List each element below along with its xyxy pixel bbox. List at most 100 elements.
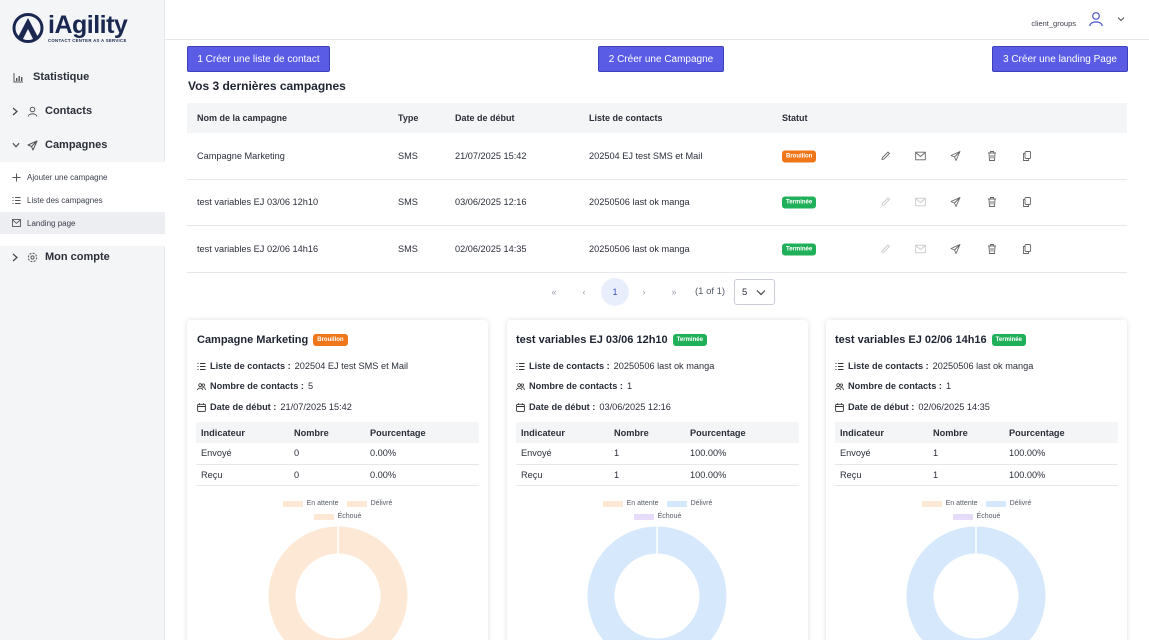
indicator-count: 0 xyxy=(294,469,300,480)
create-landing-page-button[interactable]: 3 Créer une landing Page xyxy=(992,46,1128,72)
campaign-contact-list: 20250506 last ok manga xyxy=(589,197,690,208)
legend-item[interactable]: En attente xyxy=(602,500,659,507)
legend-item[interactable]: Délivré xyxy=(666,500,713,507)
status-badge: Brouillon xyxy=(313,334,348,346)
create-contact-list-button[interactable]: 1 Créer une liste de contact xyxy=(187,46,330,72)
edit-icon xyxy=(880,197,891,208)
duplicate-icon[interactable] xyxy=(1021,150,1032,161)
table-row: test variables EJ 02/06 14h16 SMS 02/06/… xyxy=(187,226,1127,273)
send-icon[interactable] xyxy=(950,243,961,254)
legend-item[interactable]: Échoué xyxy=(952,513,1000,520)
legend-label: Échoué xyxy=(657,513,682,520)
campagnes-submenu: Ajouter une campagne Liste des campagnes… xyxy=(0,162,165,246)
section-title: Vos 3 dernières campagnes xyxy=(188,79,346,93)
meta-label: Date de début : xyxy=(848,402,915,412)
sidebar-item-contacts[interactable]: Contacts xyxy=(0,104,165,118)
sidebar-item-label: Campagnes xyxy=(45,139,108,151)
logo-mark-icon xyxy=(12,13,44,43)
calendar-icon xyxy=(835,402,844,412)
legend-item[interactable]: Échoué xyxy=(633,513,682,520)
indicator-percent: 0.00% xyxy=(370,469,397,480)
donut-chart xyxy=(587,526,727,640)
meta-label: Nombre de contacts : xyxy=(529,381,623,391)
sidebar-subitem-liste-campagnes[interactable]: Liste des campagnes xyxy=(0,189,165,211)
donut-chart xyxy=(268,526,408,640)
send-icon[interactable] xyxy=(950,197,961,208)
indicator-label: Reçu xyxy=(840,469,862,480)
prev-page-button[interactable]: ‹ xyxy=(582,287,586,297)
legend-item[interactable]: Échoué xyxy=(313,513,362,520)
first-page-button[interactable]: « xyxy=(551,287,557,297)
sidebar-subitem-ajouter-campagne[interactable]: Ajouter une campagne xyxy=(0,166,165,188)
indicator-label: Envoyé xyxy=(840,448,871,459)
legend-label: Échoué xyxy=(337,513,362,520)
campaign-type: SMS xyxy=(398,150,418,161)
user-avatar-icon[interactable] xyxy=(1088,11,1104,27)
next-page-button[interactable]: › xyxy=(642,287,646,297)
legend-item[interactable]: En attente xyxy=(921,500,978,507)
duplicate-icon[interactable] xyxy=(1021,197,1032,208)
list-icon xyxy=(835,362,844,371)
gear-icon xyxy=(26,251,38,263)
meta-label: Liste de contacts : xyxy=(848,361,929,371)
page-size-value: 5 xyxy=(742,286,748,298)
legend-item[interactable]: En attente xyxy=(282,500,339,507)
sidebar-item-statistique[interactable]: Statistique xyxy=(0,70,165,84)
sidebar-item-campagnes[interactable]: Campagnes xyxy=(0,138,165,152)
sidebar-subitem-landing-page[interactable]: Landing page xyxy=(0,212,165,234)
table-row: Reçu 0 0.00% xyxy=(196,465,479,486)
trash-icon[interactable] xyxy=(986,243,997,254)
column-header: Liste de contacts xyxy=(589,113,663,123)
trash-icon[interactable] xyxy=(986,150,997,161)
trash-icon[interactable] xyxy=(986,197,997,208)
meta-label: Liste de contacts : xyxy=(210,361,291,371)
legend-label: Délivré xyxy=(690,500,713,507)
meta-value: 02/06/2025 14:35 xyxy=(918,402,990,412)
user-icon xyxy=(26,105,38,117)
meta-label: Nombre de contacts : xyxy=(210,381,304,391)
users-icon xyxy=(197,382,206,391)
table-row: Reçu 1 100.00% xyxy=(516,465,799,486)
campaign-date: 21/07/2025 15:42 xyxy=(455,150,527,161)
meta-value: 1 xyxy=(945,381,952,391)
legend-swatch xyxy=(313,513,334,520)
campaign-type: SMS xyxy=(398,243,418,254)
legend-swatch xyxy=(952,513,973,520)
donut-ring xyxy=(587,526,727,640)
last-page-button[interactable]: » xyxy=(671,287,677,297)
card-title: test variables EJ 03/06 12h10 xyxy=(516,334,668,346)
sidebar-item-mon-compte[interactable]: Mon compte xyxy=(0,250,165,264)
campaign-card: Campagne Marketing Brouillon Liste de co… xyxy=(187,320,488,640)
legend-item[interactable]: Délivré xyxy=(985,500,1031,507)
table-row: Reçu 1 100.00% xyxy=(835,465,1118,486)
indicator-count: 0 xyxy=(294,448,300,459)
mail-icon xyxy=(915,197,926,208)
mail-icon[interactable] xyxy=(915,150,926,161)
indicator-label: Envoyé xyxy=(201,448,232,459)
legend-swatch xyxy=(602,500,623,507)
chevron-down-icon xyxy=(756,290,766,296)
campaign-contact-list: 20250506 last ok manga xyxy=(589,243,690,254)
edit-icon[interactable] xyxy=(880,150,891,161)
indicator-percent: 100.00% xyxy=(690,448,727,459)
chevron-down-icon[interactable] xyxy=(1116,14,1126,24)
page-number-button[interactable]: 1 xyxy=(601,278,629,306)
card-title: test variables EJ 02/06 14h16 xyxy=(835,334,987,346)
duplicate-icon[interactable] xyxy=(1021,243,1032,254)
logo[interactable]: iAgility CONTACT CENTER AS A SERVICE xyxy=(12,12,128,46)
users-icon xyxy=(835,382,844,391)
column-header: Nombre xyxy=(294,427,329,438)
table-row: Envoyé 1 100.00% xyxy=(516,443,799,465)
sidebar-subitem-label: Ajouter une campagne xyxy=(27,172,108,182)
sidebar: iAgility CONTACT CENTER AS A SERVICE Sta… xyxy=(0,0,165,640)
create-campaign-button[interactable]: 2 Créer une Campagne xyxy=(598,46,724,72)
send-icon[interactable] xyxy=(950,150,961,161)
indicator-percent: 100.00% xyxy=(1009,469,1046,480)
logo-tagline: CONTACT CENTER AS A SERVICE xyxy=(48,38,127,43)
page-size-select[interactable]: 5 xyxy=(734,279,775,305)
indicator-table: Indicateur Nombre Pourcentage Envoyé 1 1… xyxy=(835,422,1118,486)
meta-label: Date de début : xyxy=(529,402,596,412)
legend-item[interactable]: Délivré xyxy=(346,500,392,507)
sidebar-item-label: Statistique xyxy=(33,71,90,83)
chevron-down-icon xyxy=(12,139,20,151)
